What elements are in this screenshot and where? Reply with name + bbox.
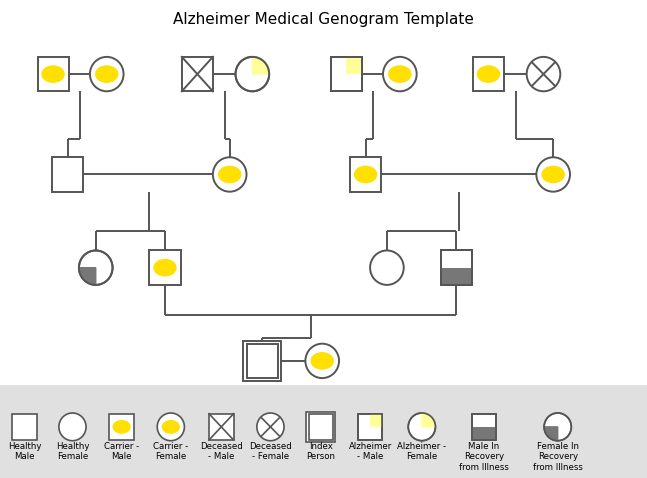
Circle shape	[355, 166, 377, 183]
Bar	[331, 57, 362, 91]
Bar	[243, 341, 281, 381]
Bar	[149, 250, 181, 285]
Text: Male In
Recovery
from Illness: Male In Recovery from Illness	[459, 442, 509, 472]
Bar	[52, 157, 83, 192]
Polygon shape	[79, 268, 96, 285]
Text: Index
Person: Index Person	[307, 442, 335, 461]
Ellipse shape	[527, 57, 560, 91]
Circle shape	[162, 421, 179, 433]
Bar	[358, 414, 382, 440]
Ellipse shape	[59, 413, 86, 441]
Ellipse shape	[305, 344, 339, 378]
Ellipse shape	[257, 413, 284, 441]
Circle shape	[389, 66, 411, 82]
Bar	[331, 57, 362, 91]
Bar	[38, 57, 69, 91]
Ellipse shape	[90, 57, 124, 91]
Circle shape	[96, 66, 118, 82]
Bar	[441, 250, 472, 285]
Circle shape	[219, 166, 241, 183]
Circle shape	[154, 260, 176, 276]
Ellipse shape	[236, 57, 269, 91]
Ellipse shape	[157, 413, 184, 441]
Bar	[346, 57, 362, 74]
Text: Alzheimer Medical Genogram Template: Alzheimer Medical Genogram Template	[173, 12, 474, 27]
Text: Alzheimer
- Male: Alzheimer - Male	[349, 442, 391, 461]
Text: Carrier -
Male: Carrier - Male	[104, 442, 139, 461]
Text: Healthy
Male: Healthy Male	[8, 442, 41, 461]
Bar	[472, 414, 496, 440]
Ellipse shape	[370, 250, 404, 285]
Circle shape	[113, 421, 130, 433]
Ellipse shape	[79, 250, 113, 285]
Text: Deceased
- Female: Deceased - Female	[249, 442, 292, 461]
Bar	[441, 250, 472, 285]
Circle shape	[311, 353, 333, 369]
Bar	[12, 414, 37, 440]
Bar	[441, 268, 472, 285]
Bar	[370, 413, 382, 427]
Bar	[182, 57, 213, 91]
Text: Female In
Recovery
from Illness: Female In Recovery from Illness	[532, 442, 583, 472]
Bar	[307, 412, 335, 442]
Polygon shape	[544, 427, 558, 441]
Circle shape	[477, 66, 499, 82]
Bar	[0, 385, 647, 478]
Text: Alzheimer -
Female: Alzheimer - Female	[397, 442, 446, 461]
Text: Healthy
Female: Healthy Female	[56, 442, 89, 461]
Bar	[473, 57, 504, 91]
Bar	[358, 414, 382, 440]
Text: Carrier -
Female: Carrier - Female	[153, 442, 188, 461]
Bar	[472, 414, 496, 440]
Ellipse shape	[536, 157, 570, 192]
Ellipse shape	[213, 157, 247, 192]
Circle shape	[542, 166, 564, 183]
Bar	[109, 414, 134, 440]
Polygon shape	[422, 413, 435, 427]
Bar	[350, 157, 381, 192]
Ellipse shape	[544, 413, 571, 441]
Bar	[209, 414, 234, 440]
Bar	[309, 414, 333, 440]
Ellipse shape	[383, 57, 417, 91]
Ellipse shape	[408, 413, 435, 441]
Circle shape	[42, 66, 64, 82]
Text: Deceased
- Male: Deceased - Male	[200, 442, 243, 461]
Bar	[247, 344, 278, 378]
Polygon shape	[252, 57, 269, 74]
Bar	[472, 427, 496, 440]
